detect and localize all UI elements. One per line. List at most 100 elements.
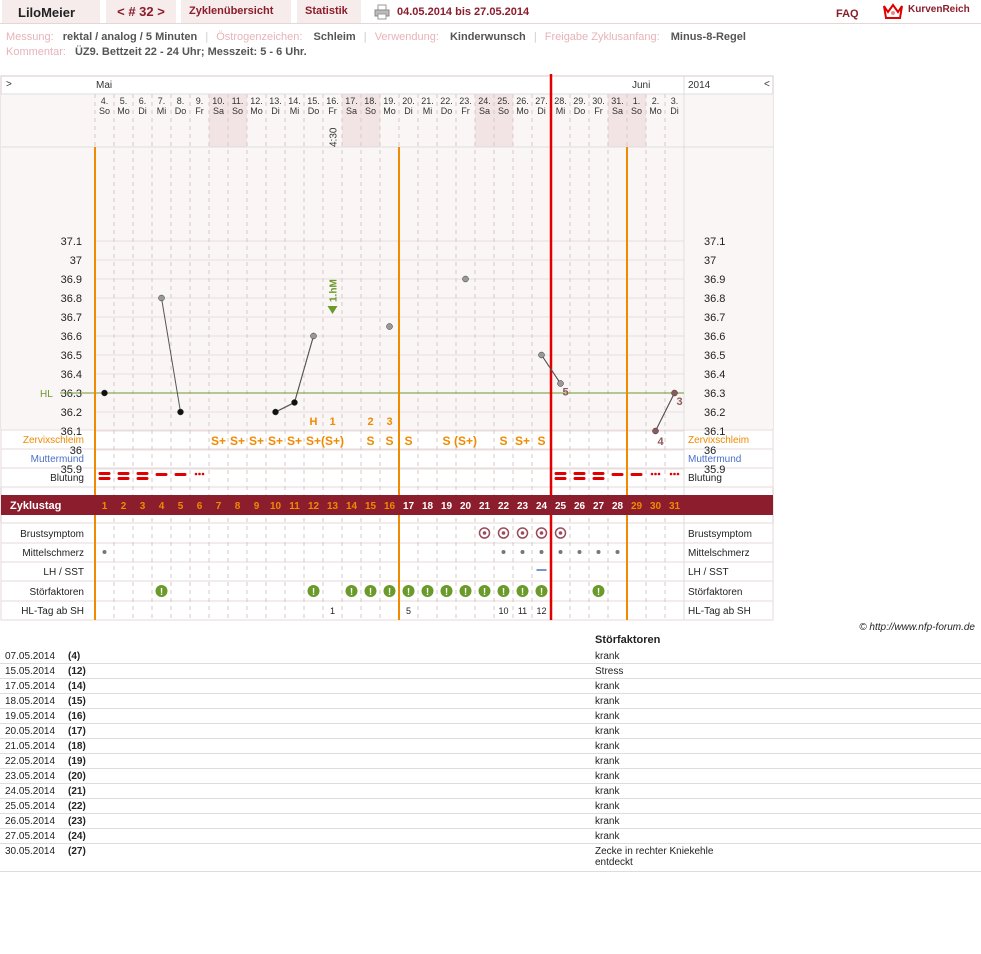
day-date: 16. <box>326 96 339 106</box>
cycle-day-number: 28 <box>612 501 624 512</box>
stoerfaktor-icon[interactable] <box>497 585 510 597</box>
stoer-table-row: 15.05.2014 (12) Stress <box>0 664 981 679</box>
weekend-shade <box>475 94 494 147</box>
ytick-left: 36.5 <box>61 350 82 362</box>
temp-point[interactable] <box>158 294 165 302</box>
cycle-day-number: 22 <box>498 501 510 512</box>
stoerfaktor-icon[interactable] <box>307 585 320 597</box>
brust-symptom-dot <box>482 531 487 535</box>
temp-point[interactable] <box>462 275 469 283</box>
row-label-right-brust: Brustsymptom <box>688 529 752 540</box>
stoerfaktor-icon[interactable] <box>592 585 605 597</box>
bleeding-spotting <box>198 472 201 476</box>
day-date: 24. <box>478 96 491 106</box>
bleeding-spotting <box>669 472 673 476</box>
ytick-right: 36.9 <box>704 274 725 286</box>
temp-point[interactable] <box>538 351 545 359</box>
stoerfaktor-icon[interactable] <box>402 585 415 597</box>
stoerfaktor-icon[interactable] <box>364 585 377 597</box>
day-date: 5. <box>120 96 128 106</box>
cycle-day-number: 9 <box>254 501 260 512</box>
ytick-right: 37 <box>704 255 716 267</box>
day-date: 6. <box>139 96 147 106</box>
nav-prev-button[interactable]: < <box>764 79 770 90</box>
day-weekday: Di <box>271 106 280 116</box>
day-weekday: Do <box>441 106 453 116</box>
username[interactable]: LiloMeier <box>2 0 100 23</box>
row-label-right-stoer: Störfaktoren <box>688 587 742 598</box>
stoerfaktor-icon[interactable] <box>478 585 491 597</box>
tab-statistik[interactable]: Statistik <box>297 0 361 23</box>
day-date: 29. <box>573 96 586 106</box>
zervix-mark: S <box>442 434 450 448</box>
row-label-right-lh: LH / SST <box>688 567 729 578</box>
temp-point[interactable] <box>671 389 678 397</box>
day-weekday: Sa <box>213 106 224 116</box>
cycle-nav[interactable]: < # 32 > <box>106 0 176 23</box>
hm-label: 1.hM <box>329 279 340 302</box>
mittelschmerz-dot <box>615 550 620 554</box>
time-note: 4:30 <box>329 127 340 147</box>
stoerfaktor-icon[interactable] <box>345 585 358 597</box>
temp-point[interactable] <box>652 427 659 435</box>
verwendung-label: Verwendung: <box>374 31 439 43</box>
day-date: 28. <box>554 96 567 106</box>
stoer-table-row: 30.05.2014 (27) Zecke in rechter Kniekehle… <box>0 844 981 872</box>
kurvenreich-logo-icon <box>883 3 903 19</box>
cycle-day-number: 13 <box>327 501 339 512</box>
temp-point[interactable] <box>291 399 298 406</box>
stoerfaktor-icon[interactable] <box>421 585 434 597</box>
temp-point[interactable] <box>177 408 184 416</box>
bleeding-spotting <box>673 472 676 476</box>
ytick-right: 36.3 <box>704 388 725 400</box>
bleeding-heavy <box>98 477 111 480</box>
stoerfaktor-icon[interactable] <box>155 585 168 597</box>
nav-next-button[interactable]: > <box>6 79 12 90</box>
stoerfaktor-icon[interactable] <box>383 585 396 597</box>
stoerfaktor-exclam: ! <box>540 587 543 598</box>
faq-link[interactable]: FAQ <box>836 8 859 20</box>
stoerfaktor-icon[interactable] <box>459 585 472 597</box>
row-cycle-day: (15) <box>68 696 86 707</box>
bleeding-normal <box>611 473 624 476</box>
ytick-left: 36.9 <box>61 274 82 286</box>
day-date: 17. <box>345 96 358 106</box>
temp-point[interactable] <box>386 323 393 330</box>
day-weekday: Mo <box>250 106 263 116</box>
day-weekday: Di <box>537 106 546 116</box>
temp-point[interactable] <box>557 380 564 387</box>
zervix-mark: S+ <box>287 434 302 448</box>
row-bg-hl <box>0 600 774 621</box>
ytick-left: 36.2 <box>61 407 82 419</box>
stoerfaktor-exclam: ! <box>483 587 486 598</box>
temp-point[interactable] <box>101 389 108 397</box>
row-date: 27.05.2014 <box>5 831 56 842</box>
day-weekday: Fr <box>461 106 470 116</box>
stoerfaktor-exclam: ! <box>369 587 372 598</box>
copyright[interactable]: © http://www.nfp-forum.de <box>859 622 975 633</box>
tab-zyklenuebersicht[interactable]: Zyklenübersicht <box>181 0 291 23</box>
temp-count-label: 3 <box>677 396 683 408</box>
row-label-muttermund: Muttermund <box>31 454 84 465</box>
day-date: 22. <box>440 96 453 106</box>
stoer-table-row: 19.05.2014 (16) krank <box>0 709 981 724</box>
bleeding-heavy <box>554 477 567 480</box>
stoerfaktor-icon[interactable] <box>516 585 529 597</box>
stoerfaktor-icon[interactable] <box>440 585 453 597</box>
stoerfaktor-icon[interactable] <box>535 585 548 597</box>
cycle-day-number: 24 <box>536 501 548 512</box>
temp-point[interactable] <box>272 408 279 416</box>
zervix-mark: S+ <box>268 434 283 448</box>
row-cycle-day: (27) <box>68 846 86 857</box>
row-date: 17.05.2014 <box>5 681 56 692</box>
row-reason: krank <box>595 726 620 737</box>
brand-name[interactable]: KurvenReich <box>908 4 970 15</box>
temp-point[interactable] <box>310 332 317 340</box>
printer-icon[interactable] <box>374 4 390 20</box>
day-weekday: Mi <box>290 106 300 116</box>
row-reason: krank <box>595 801 620 812</box>
cycle-day-number: 5 <box>178 501 184 512</box>
row-label-right-zervix: Zervixschleim <box>688 435 749 446</box>
messung-value: rektal / analog / 5 Minuten <box>62 31 198 43</box>
row-cycle-day: (19) <box>68 756 86 767</box>
